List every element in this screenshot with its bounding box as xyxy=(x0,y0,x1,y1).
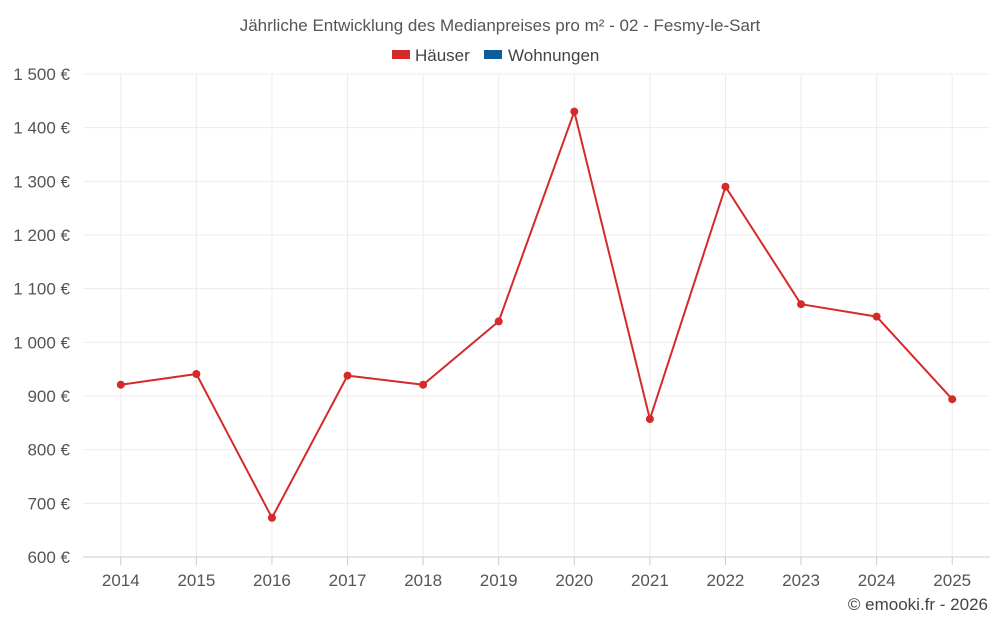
x-tick-label: 2014 xyxy=(102,571,140,590)
x-axis-ticks: 2014 2015 2016 2017 2018 2019 2020 2021 2022 2023… xyxy=(102,557,971,590)
x-tick-label: 2017 xyxy=(329,571,367,590)
legend-label-haeuser: Häuser xyxy=(415,46,470,65)
data-point[interactable] xyxy=(343,371,352,380)
chart-title: Jährliche Entwicklung des Medianpreises … xyxy=(240,16,761,35)
legend: Häuser Wohnungen xyxy=(392,46,599,65)
series-group xyxy=(116,107,957,522)
y-tick-label: 1 400 € xyxy=(13,119,70,138)
x-tick-label: 2024 xyxy=(858,571,896,590)
data-point[interactable] xyxy=(645,415,654,424)
legend-swatch-wohnungen xyxy=(484,50,502,59)
x-tick-label: 2020 xyxy=(555,571,593,590)
data-point[interactable] xyxy=(872,312,881,321)
x-tick-label: 2015 xyxy=(177,571,215,590)
x-tick-label: 2025 xyxy=(933,571,971,590)
y-tick-label: 1 300 € xyxy=(13,172,70,191)
credit-text: © emooki.fr - 2026 xyxy=(848,595,988,614)
y-tick-label: 1 200 € xyxy=(13,226,70,245)
data-point[interactable] xyxy=(721,182,730,191)
y-tick-label: 700 € xyxy=(27,494,70,513)
x-tick-label: 2021 xyxy=(631,571,669,590)
legend-swatch-haeuser xyxy=(392,50,410,59)
data-point[interactable] xyxy=(797,300,806,309)
data-point[interactable] xyxy=(948,395,957,404)
x-tick-label: 2019 xyxy=(480,571,518,590)
legend-item-wohnungen[interactable]: Wohnungen xyxy=(484,46,599,65)
data-point[interactable] xyxy=(419,380,428,389)
y-tick-label: 1 000 € xyxy=(13,333,70,352)
data-point[interactable] xyxy=(494,317,503,326)
x-tick-label: 2023 xyxy=(782,571,820,590)
x-tick-label: 2016 xyxy=(253,571,291,590)
data-point[interactable] xyxy=(192,369,201,378)
data-point[interactable] xyxy=(116,380,125,389)
y-tick-label: 1 100 € xyxy=(13,280,70,299)
series-line-häuser xyxy=(120,110,953,519)
data-point[interactable] xyxy=(570,107,579,116)
y-tick-label: 600 € xyxy=(27,548,70,567)
data-point[interactable] xyxy=(267,513,276,522)
y-tick-label: 900 € xyxy=(27,387,70,406)
x-tick-label: 2022 xyxy=(707,571,745,590)
gridlines xyxy=(83,73,990,557)
legend-item-haeuser[interactable]: Häuser xyxy=(392,46,470,65)
legend-label-wohnungen: Wohnungen xyxy=(508,46,599,65)
x-tick-label: 2018 xyxy=(404,571,442,590)
y-tick-label: 800 € xyxy=(27,441,70,460)
y-tick-label: 1 500 € xyxy=(13,65,70,84)
y-axis-ticks: 600 € 700 € 800 € 900 € 1 000 € 1 100 € 1 200 … xyxy=(13,65,70,567)
